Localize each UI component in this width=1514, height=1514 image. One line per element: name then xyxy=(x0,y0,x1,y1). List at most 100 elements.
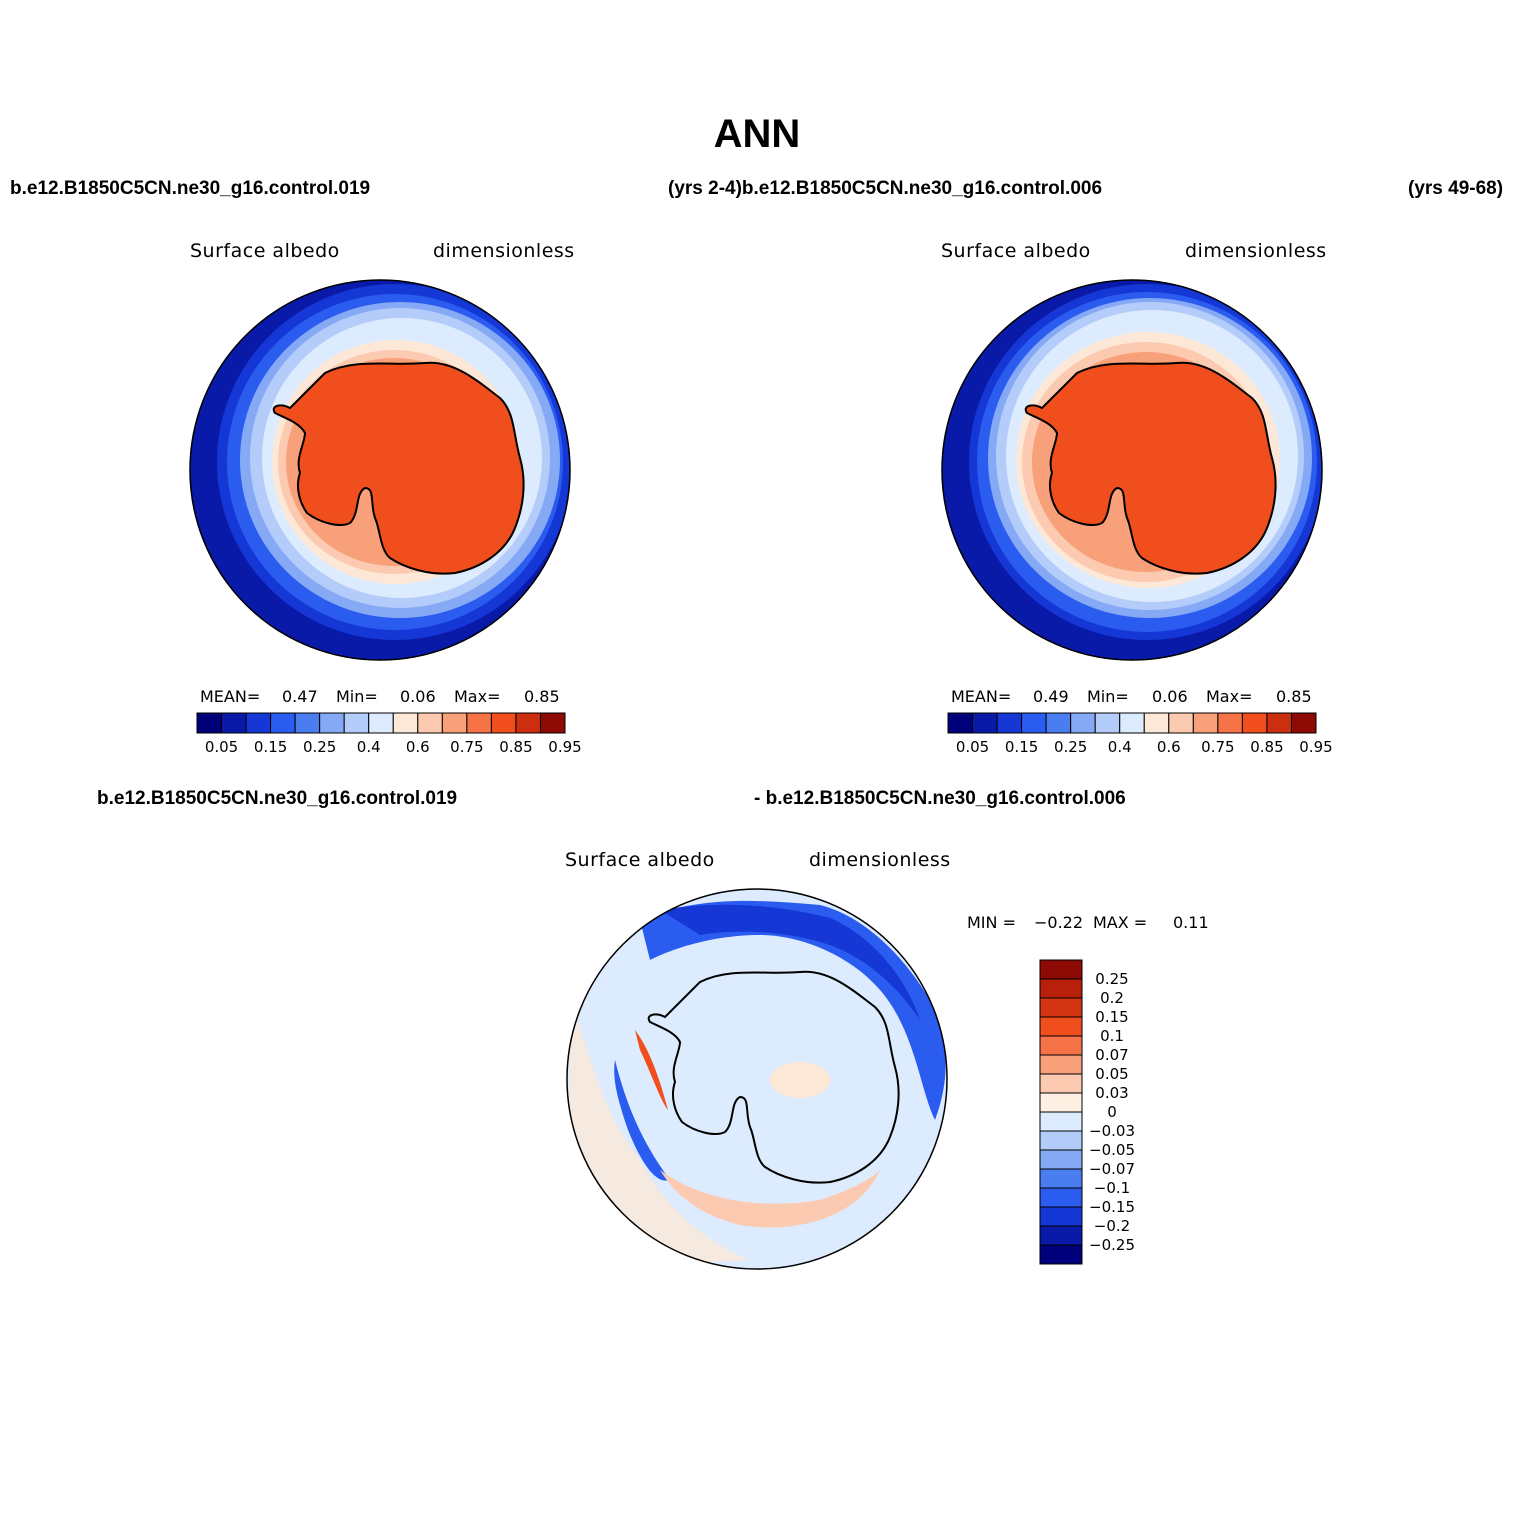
panel2-colorbar-swatch xyxy=(1290,712,1317,734)
panel1-colorbar-swatch xyxy=(539,712,566,734)
panel2-variable-label: Surface albedo xyxy=(941,240,1091,262)
diff-max-label: MAX = xyxy=(1093,913,1148,932)
panel1-min-value: 0.06 xyxy=(400,687,436,706)
diff-colorbar-swatch xyxy=(1039,978,1083,999)
panel2-colorbar-tick-label: 0.05 xyxy=(956,738,989,756)
diff-colorbar-swatch xyxy=(1039,1168,1083,1189)
panel2-colorbar-tick-label: 0.85 xyxy=(1250,738,1283,756)
diff-colorbar-swatch xyxy=(1039,1073,1083,1094)
panel2-map-border xyxy=(941,279,1323,661)
panel1-colorbar-swatch xyxy=(368,712,394,734)
diff-units-label: dimensionless xyxy=(809,849,951,871)
diff-colorbar-swatch xyxy=(1039,1206,1083,1227)
diff-negative-band-west xyxy=(614,1060,670,1181)
panel1-colorbar-swatch xyxy=(417,712,443,734)
diff-colorbar-swatch xyxy=(1039,1054,1083,1075)
panel2-mean-value: 0.49 xyxy=(1033,687,1069,706)
panel2-colorbar-swatch xyxy=(1266,712,1292,734)
panel1-colorbar-swatch xyxy=(221,712,247,734)
panel2-map xyxy=(941,279,1323,661)
panel1-map xyxy=(189,279,571,661)
diff-colorbar: 0.250.20.150.10.070.050.030−0.03−0.05−0.… xyxy=(1039,959,1135,1265)
panel1-colorbar-tick-label: 0.4 xyxy=(357,738,381,756)
diff-colorbar-tick-label: 0.15 xyxy=(1095,1008,1128,1026)
diff-colorbar-swatch xyxy=(1039,1035,1083,1056)
panel1-colorbar: 0.05 0.15 0.25 0.4 0.6 0.75 0.85 0.95 xyxy=(196,712,582,756)
panel1-colorbar-tick-label: 0.6 xyxy=(406,738,430,756)
panel2-colorbar-swatch xyxy=(947,712,974,734)
panel1-mean-value: 0.47 xyxy=(282,687,318,706)
diff-colorbar-swatch xyxy=(1039,959,1083,980)
diff-colorbar-tick-label: −0.15 xyxy=(1089,1198,1135,1216)
figure-title: ANN xyxy=(713,112,801,156)
panel1-colorbar-swatch xyxy=(196,712,223,734)
panel2-colorbar-swatch xyxy=(996,712,1023,734)
diff-colorbar-swatch xyxy=(1039,1092,1083,1113)
panel1-mean-label: MEAN= xyxy=(200,687,261,706)
case-name-top-center: (yrs 2-4)b.e12.B1850C5CN.ne30_g16.contro… xyxy=(668,178,1103,199)
panel1-variable-label: Surface albedo xyxy=(190,240,340,262)
diff-colorbar-tick-label: −0.05 xyxy=(1089,1141,1135,1159)
panel2-colorbar-swatch xyxy=(1070,712,1096,734)
panel1-min-label: Min= xyxy=(336,687,378,706)
panel2-max-value: 0.85 xyxy=(1276,687,1312,706)
panel2-colorbar-swatch xyxy=(1168,712,1194,734)
panel2-colorbar-swatch xyxy=(1021,712,1047,734)
panel1-colorbar-swatch xyxy=(441,712,468,734)
panel1-colorbar-swatch xyxy=(343,712,370,734)
years-top-right: (yrs 49-68) xyxy=(1408,178,1504,199)
diff-colorbar-tick-label: 0.2 xyxy=(1100,989,1124,1007)
diff-case-right: - b.e12.B1850C5CN.ne30_g16.control.006 xyxy=(754,788,1126,809)
diff-variable-label: Surface albedo xyxy=(565,849,715,871)
diff-colorbar-tick-label: 0.07 xyxy=(1095,1046,1128,1064)
panel1-colorbar-tick-label: 0.75 xyxy=(450,738,483,756)
diff-colorbar-swatch xyxy=(1039,1187,1083,1208)
panel1-colorbar-swatch xyxy=(466,712,492,734)
panel1-colorbar-swatch xyxy=(245,712,272,734)
panel1-map-border xyxy=(189,279,571,661)
diff-positive-peninsula xyxy=(635,1030,668,1110)
panel1-colorbar-tick-label: 0.15 xyxy=(254,738,287,756)
diff-colorbar-swatch xyxy=(1039,1225,1083,1246)
panel1-colorbar-swatch xyxy=(515,712,541,734)
diff-colorbar-tick-label: 0.03 xyxy=(1095,1084,1128,1102)
diff-map-border xyxy=(566,888,948,1270)
panel1-units-label: dimensionless xyxy=(433,240,575,262)
panel2-colorbar-tick-label: 0.75 xyxy=(1201,738,1234,756)
panel2-colorbar-tick-label: 0.4 xyxy=(1108,738,1132,756)
panel2-mean-label: MEAN= xyxy=(951,687,1012,706)
diff-positive-patch-interior xyxy=(770,1062,830,1098)
diff-colorbar-tick-label: −0.03 xyxy=(1089,1122,1135,1140)
panel1-colorbar-swatch xyxy=(490,712,517,734)
panel1-colorbar-tick-label: 0.95 xyxy=(548,738,581,756)
panel1-colorbar-tick-label: 0.05 xyxy=(205,738,238,756)
panel2-colorbar-swatch xyxy=(1143,712,1170,734)
diff-case-left: b.e12.B1850C5CN.ne30_g16.control.019 xyxy=(97,788,458,809)
diff-max-value: 0.11 xyxy=(1173,913,1209,932)
diff-map xyxy=(566,888,948,1270)
panel2-colorbar-swatch xyxy=(972,712,998,734)
panel2-min-value: 0.06 xyxy=(1152,687,1188,706)
diff-colorbar-tick-label: 0.05 xyxy=(1095,1065,1128,1083)
panel2-min-label: Min= xyxy=(1087,687,1129,706)
diff-colorbar-tick-label: −0.25 xyxy=(1089,1236,1135,1254)
panel2-max-label: Max= xyxy=(1206,687,1253,706)
diff-colorbar-swatch xyxy=(1039,1111,1083,1132)
diff-colorbar-swatch xyxy=(1039,1149,1083,1170)
case-name-top-left: b.e12.B1850C5CN.ne30_g16.control.019 xyxy=(10,178,371,199)
panel2-colorbar-swatch xyxy=(1045,712,1072,734)
panel2-colorbar-swatch xyxy=(1094,712,1121,734)
diff-colorbar-tick-label: −0.07 xyxy=(1089,1160,1135,1178)
panel1-max-label: Max= xyxy=(454,687,501,706)
diff-positive-band-south xyxy=(660,1170,880,1228)
panel1-max-value: 0.85 xyxy=(524,687,560,706)
diff-colorbar-tick-label: 0.1 xyxy=(1100,1027,1124,1045)
panel1-colorbar-swatch xyxy=(294,712,321,734)
panel2-colorbar-swatch xyxy=(1217,712,1243,734)
diff-colorbar-tick-label: 0 xyxy=(1107,1103,1117,1121)
panel1-colorbar-tick-label: 0.25 xyxy=(303,738,336,756)
diff-colorbar-swatch xyxy=(1039,1130,1083,1151)
diff-colorbar-swatch xyxy=(1039,997,1083,1018)
panel1-colorbar-tick-label: 0.85 xyxy=(499,738,532,756)
